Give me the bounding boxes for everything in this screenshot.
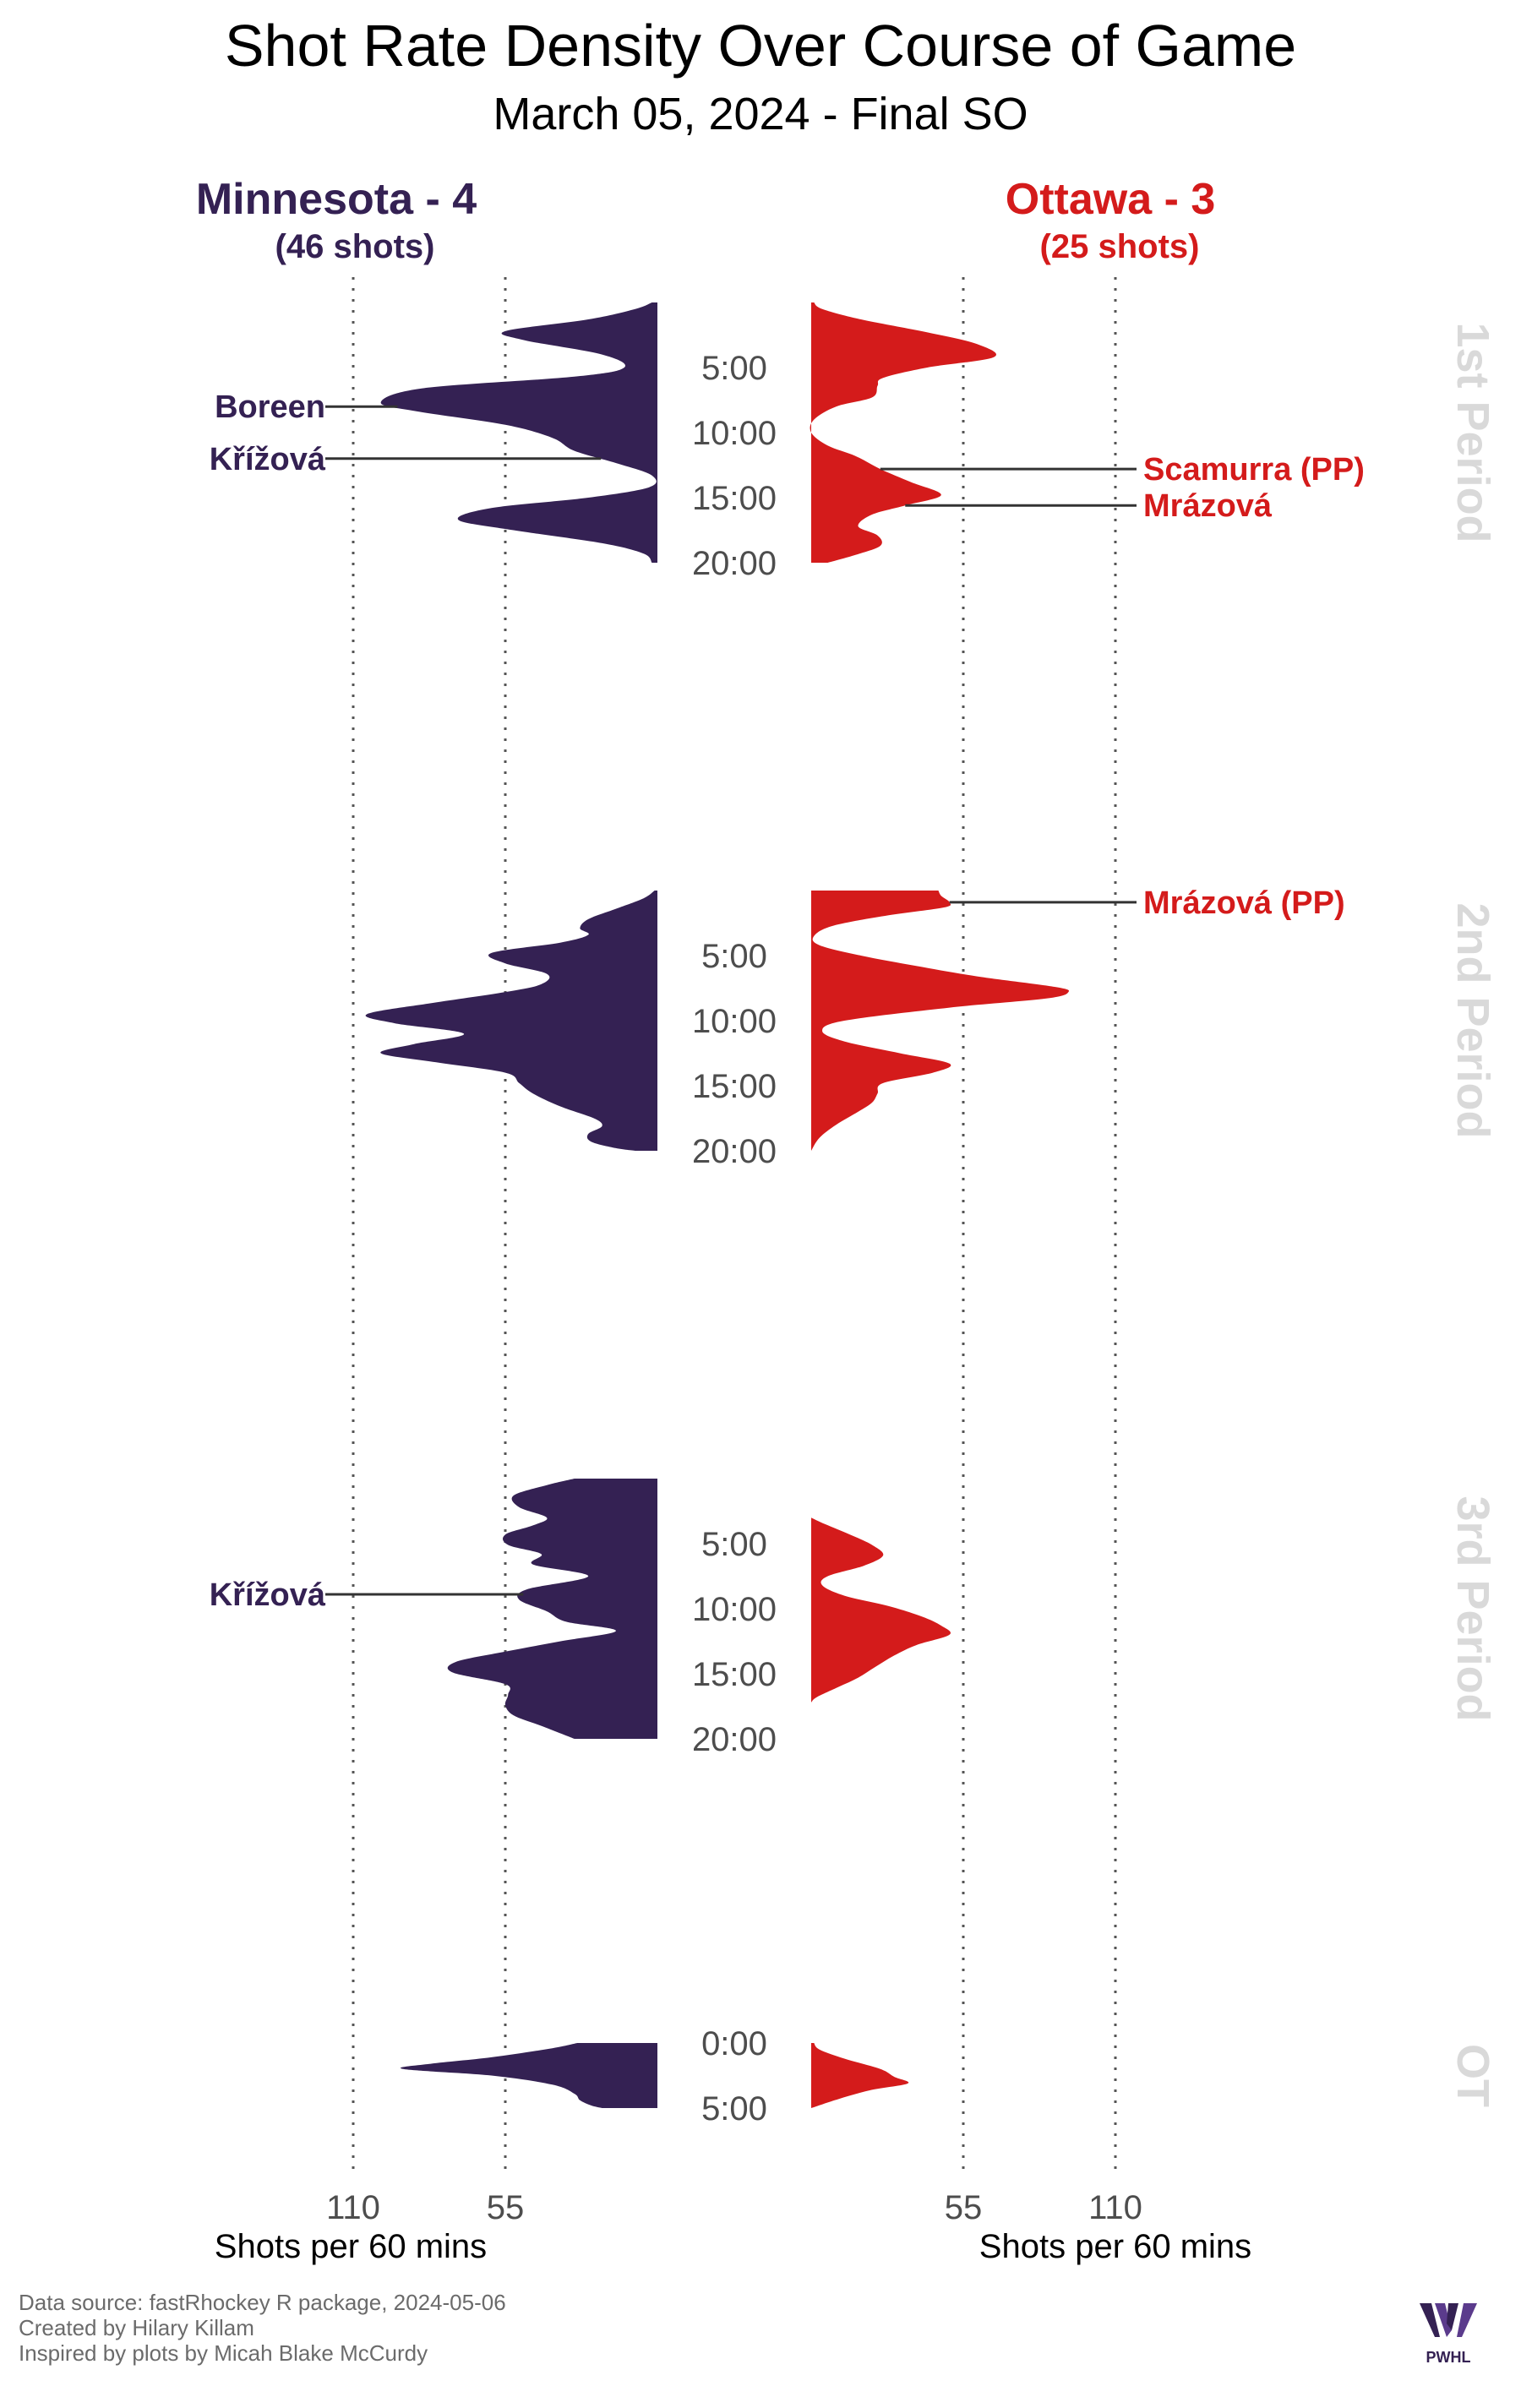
density-ottawa-period-3 <box>811 1517 951 1702</box>
goal-label: Křížová <box>210 442 326 477</box>
credit-inspiration: Inspired by plots by Micah Blake McCurdy <box>19 2340 428 2366</box>
left-team-shots: (46 shots) <box>275 228 435 265</box>
density-ottawa-period-4 <box>811 2043 909 2108</box>
period-labels: 1st Period 2nd Period 3rd Period OT <box>1447 322 1498 2107</box>
time-label: 20:00 <box>692 1721 777 1758</box>
time-label: 15:00 <box>692 1656 777 1693</box>
period-label: 1st Period <box>1447 322 1498 542</box>
time-labels: 5:00 10:00 15:00 20:00 5:00 10:00 15:00 20:00 5:… <box>692 350 777 2127</box>
density-ottawa-period-2 <box>811 891 1070 1151</box>
left-x-tick-55: 55 <box>487 2189 525 2226</box>
period-label: 3rd Period <box>1447 1495 1498 1721</box>
time-label: 15:00 <box>692 1068 777 1105</box>
period-label: 2nd Period <box>1447 902 1498 1138</box>
density-minnesota-period-2 <box>365 891 657 1151</box>
left-team-name: Minnesota - 4 <box>195 175 477 224</box>
time-label: 10:00 <box>692 415 777 452</box>
time-label: 5:00 <box>701 938 767 975</box>
period-label: OT <box>1447 2044 1498 2107</box>
goal-label: Boreen <box>215 390 325 425</box>
right-team-name: Ottawa - 3 <box>1005 175 1216 224</box>
credits: Data source: fastRhockey R package, 2024… <box>19 2290 506 2366</box>
chart-title: Shot Rate Density Over Course of Game <box>224 13 1297 79</box>
density-minnesota-period-3 <box>447 1479 657 1739</box>
time-label: 10:00 <box>692 1591 777 1628</box>
time-label: 5:00 <box>701 350 767 387</box>
density-ottawa-period-1 <box>810 302 996 563</box>
chart-subtitle: March 05, 2024 - Final SO <box>493 89 1028 139</box>
time-label: 0:00 <box>701 2025 767 2062</box>
right-x-tick-55: 55 <box>945 2189 983 2226</box>
left-x-axis-title: Shots per 60 mins <box>215 2228 487 2265</box>
right-team-shots: (25 shots) <box>1039 228 1200 265</box>
credit-source: Data source: fastRhockey R package, 2024… <box>19 2290 506 2315</box>
pwhl-logo-text: PWHL <box>1426 2349 1471 2366</box>
goal-label: Křížová <box>210 1577 326 1613</box>
goal-annotations: Boreen Křížová Scamurra (PP)Mrázová Mrázová… <box>210 390 1365 1613</box>
time-label: 10:00 <box>692 1003 777 1040</box>
density-minnesota-period-4 <box>400 2043 657 2108</box>
credit-author: Created by Hilary Killam <box>19 2315 254 2340</box>
goal-label: Scamurra (PP) <box>1143 452 1365 488</box>
right-x-tick-110: 110 <box>1088 2189 1142 2226</box>
time-label: 5:00 <box>701 2090 767 2127</box>
goal-label: Mrázová (PP) <box>1143 885 1345 921</box>
time-label: 5:00 <box>701 1526 767 1563</box>
time-label: 20:00 <box>692 1133 777 1170</box>
time-label: 20:00 <box>692 545 777 582</box>
goal-label: Mrázová <box>1143 488 1273 524</box>
density-areas <box>365 302 1070 2108</box>
time-label: 15:00 <box>692 480 777 517</box>
left-x-tick-110: 110 <box>326 2189 380 2226</box>
density-minnesota-period-1 <box>380 302 657 563</box>
right-x-axis-title: Shots per 60 mins <box>979 2228 1251 2265</box>
pwhl-logo-icon: PWHL <box>1420 2303 1477 2366</box>
